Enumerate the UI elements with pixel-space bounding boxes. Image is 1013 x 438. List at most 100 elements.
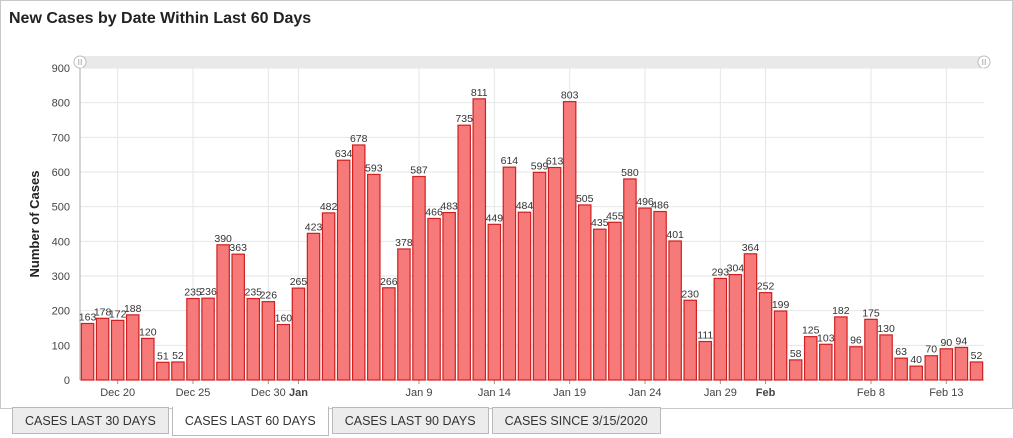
data-label: 188: [124, 303, 142, 315]
y-tick-label: 100: [52, 340, 70, 352]
tab-bar: CASES LAST 30 DAYS CASES LAST 60 DAYS CA…: [12, 406, 664, 438]
data-label: 235: [245, 287, 263, 299]
bar-jan-3: [321, 212, 336, 381]
data-label: 52: [971, 350, 983, 362]
data-label: 613: [546, 155, 564, 167]
bar-feb-3: [788, 359, 803, 381]
data-label: 70: [925, 344, 937, 356]
range-slider-right-handle[interactable]: [977, 55, 991, 69]
data-label: 52: [172, 350, 184, 362]
data-label: 226: [260, 290, 278, 302]
bar-jan-7: [382, 287, 396, 381]
bar-dec-31: [276, 323, 291, 381]
bar-jan-1: [291, 287, 306, 381]
x-tick-label: Dec 25: [176, 387, 211, 399]
data-label: 40: [910, 354, 922, 366]
bar-dec-20: [110, 319, 125, 381]
data-label: 304: [727, 263, 745, 275]
data-label: 466: [425, 206, 443, 218]
data-label: 58: [790, 348, 802, 360]
data-label: 94: [956, 335, 968, 347]
data-label: 182: [832, 305, 850, 317]
bar-jan-11: [442, 211, 456, 381]
data-label: 599: [531, 160, 549, 172]
tab-cases-last-30-days[interactable]: CASES LAST 30 DAYS: [12, 407, 169, 434]
bar-jan-26: [668, 240, 682, 381]
bar-jan-17: [532, 171, 547, 381]
x-tick-label: Jan 19: [553, 387, 586, 399]
data-label: 634: [335, 148, 353, 160]
bar-feb-7: [849, 346, 863, 381]
bar-feb-9: [879, 334, 893, 381]
bar-feb-2: [773, 310, 788, 381]
data-label: 293: [712, 266, 730, 278]
bar-jan-10: [427, 217, 441, 381]
data-label: 175: [862, 307, 880, 319]
tab-cases-since-3-15-2020[interactable]: CASES SINCE 3/15/2020: [491, 407, 661, 434]
data-label: 505: [576, 193, 594, 205]
y-tick-label: 300: [52, 271, 70, 283]
data-label: 486: [651, 200, 669, 212]
data-label: 252: [757, 281, 775, 293]
bar-jan-24: [638, 207, 652, 381]
data-label: 401: [666, 229, 684, 241]
data-label: 120: [139, 326, 157, 338]
bar-jan-27: [683, 299, 697, 381]
data-label: 449: [486, 212, 504, 224]
tab-cases-last-90-days[interactable]: CASES LAST 90 DAYS: [331, 407, 489, 434]
bar-jan-13: [472, 98, 487, 381]
data-label: 199: [772, 299, 790, 311]
bar-feb-13: [939, 348, 954, 381]
y-tick-label: 600: [52, 167, 70, 179]
data-label: 587: [410, 165, 428, 177]
bar-feb-14: [954, 346, 969, 381]
bar-jan-14: [487, 223, 502, 381]
bar-dec-27: [216, 244, 230, 381]
bar-dec-21: [125, 314, 140, 381]
data-label: 811: [471, 87, 488, 99]
data-label: 90: [940, 337, 952, 349]
bar-dec-25: [186, 297, 200, 381]
range-slider-left-handle[interactable]: [73, 55, 87, 69]
bar-dec-19: [95, 317, 110, 381]
bar-dec-26: [201, 297, 215, 381]
bar-jan-20: [577, 204, 592, 381]
data-label: 390: [214, 233, 232, 245]
bar-chart: 0 100 200 300 400 500 600 700 800 900 Dec 20 Dec 25…: [27, 55, 991, 399]
bar-jan-4: [336, 159, 351, 381]
data-label: 266: [380, 276, 398, 288]
data-label: 423: [305, 221, 323, 233]
data-label: 125: [802, 325, 820, 337]
chart-panel: New Cases by Date Within Last 60 Days 0 1…: [0, 0, 1013, 409]
y-tick-label: 800: [52, 98, 70, 110]
bar-feb-1: [758, 292, 773, 381]
x-tick-label: Dec 30: [251, 387, 286, 399]
bar-feb-4: [803, 336, 818, 381]
x-tick-label: Jan 9: [406, 387, 433, 399]
tab-cases-last-60-days[interactable]: CASES LAST 60 DAYS: [171, 406, 329, 436]
bar-dec-29: [246, 297, 261, 381]
bar-jan-12: [457, 124, 471, 381]
data-label: 593: [365, 162, 383, 174]
data-label: 435: [591, 217, 609, 229]
bar-feb-8: [864, 318, 878, 381]
data-label: 483: [440, 201, 458, 213]
bar-jan-29: [713, 277, 728, 381]
bar-dec-18: [80, 322, 95, 381]
bar-jan-8: [397, 248, 411, 381]
bar-jan-30: [728, 274, 743, 381]
bar-jan-15: [502, 166, 517, 381]
data-label: 265: [290, 276, 308, 288]
data-label: 235: [184, 287, 202, 299]
data-label: 111: [697, 330, 713, 342]
data-label: 172: [109, 308, 127, 320]
y-tick-label: 200: [52, 306, 70, 318]
bar-dec-23: [156, 361, 170, 381]
x-tick-label: Dec 20: [100, 387, 135, 399]
bar-jan-23: [623, 178, 637, 381]
x-tick-label: Jan: [289, 387, 308, 399]
bar-jan-9: [412, 175, 426, 381]
chart-title: New Cases by Date Within Last 60 Days: [9, 10, 312, 27]
bar-jan-21: [593, 228, 607, 381]
y-tick-label: 700: [52, 132, 70, 144]
